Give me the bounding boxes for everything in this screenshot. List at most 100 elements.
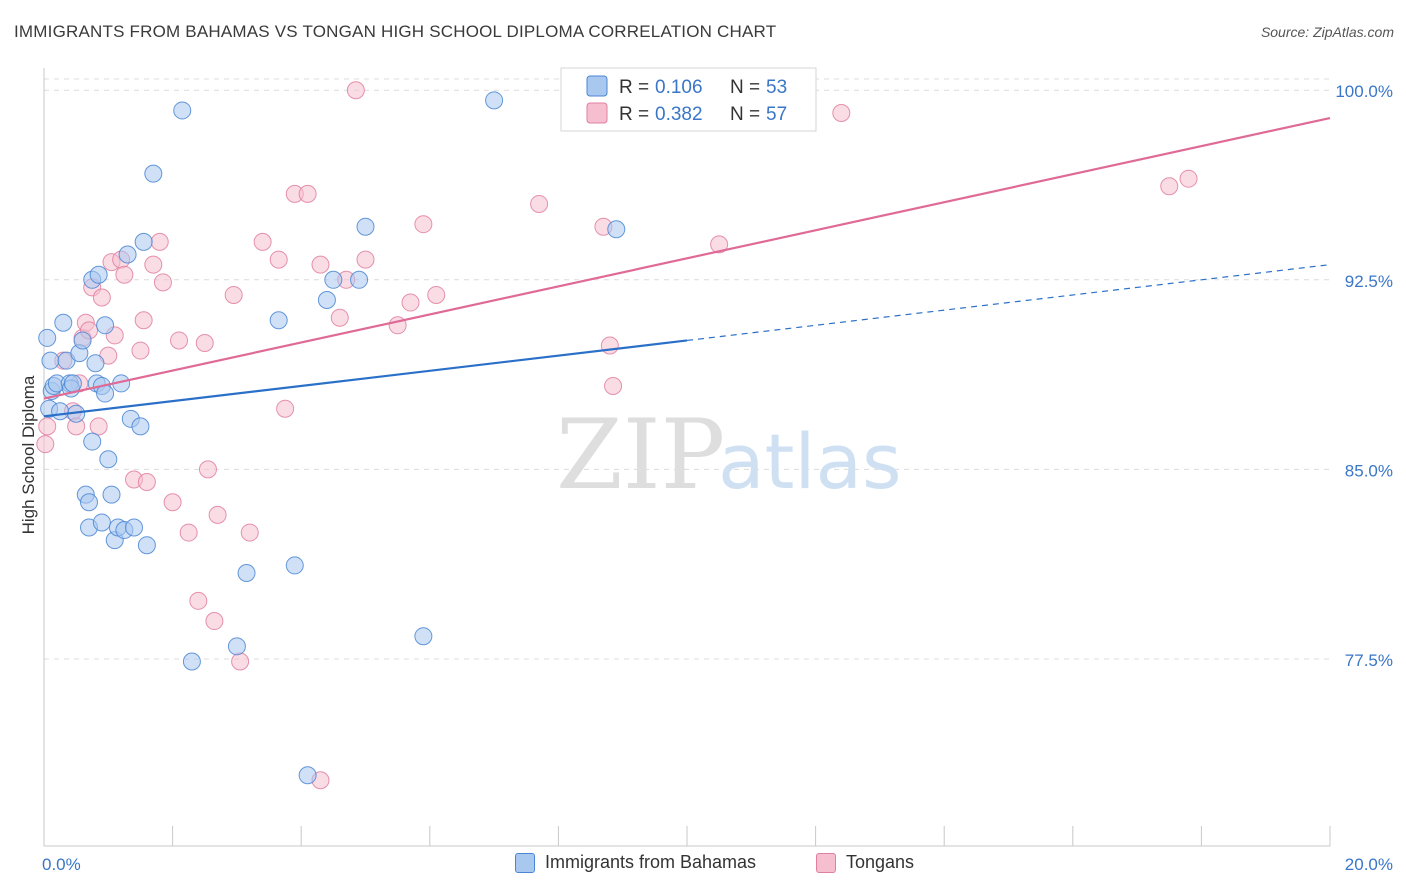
legend-swatch-bahamas-bottom [515, 852, 535, 873]
bahamas-point [63, 374, 82, 393]
legend-r-value-2: 0.382 [655, 104, 703, 125]
y-tick-label: 100.0% [1335, 82, 1393, 101]
tongans-point [269, 250, 288, 269]
bahamas-trend-line [43, 339, 688, 418]
y-tick-label: 85.0% [1345, 461, 1393, 480]
legend-n-value-1: 53 [766, 77, 787, 98]
data-points [36, 81, 1198, 790]
tick-labels: 77.5% 85.0% 92.5% 100.0% 0.0% 20.0% [42, 82, 1393, 874]
tongans-point [179, 523, 198, 542]
bahamas-point [92, 513, 111, 532]
bahamas-trend-extension [686, 264, 1331, 342]
tongans-point [153, 273, 172, 292]
source-label: Source: ZipAtlas.com [1260, 24, 1394, 40]
bahamas-point [356, 217, 375, 236]
tongans-point [231, 652, 250, 671]
bahamas-point [118, 245, 137, 264]
bahamas-point [607, 220, 626, 239]
watermark-zip: ZIP [556, 399, 725, 511]
bahamas-point [137, 536, 156, 555]
tongans-point [198, 460, 217, 479]
tongans-point [224, 285, 243, 304]
bahamas-point [227, 637, 246, 656]
tongans-point [189, 591, 208, 610]
bahamas-point [298, 766, 317, 785]
bahamas-point [485, 91, 504, 110]
bahamas-point [131, 417, 150, 436]
bahamas-point [86, 354, 105, 373]
tongans-point [1160, 177, 1179, 196]
tongans-point [36, 435, 55, 454]
tongans-point [38, 417, 57, 436]
tongans-point [134, 311, 153, 330]
legend-r-label-2: R = [619, 104, 649, 125]
legend-item-bahamas: Immigrants from Bahamas [515, 852, 756, 873]
bahamas-point [38, 328, 57, 347]
bahamas-point [54, 313, 73, 332]
bottom-legend: Immigrants from Bahamas Tongans [0, 852, 1406, 878]
tongans-point [1179, 169, 1198, 188]
legend-swatch-bahamas [586, 75, 608, 97]
bahamas-point [134, 232, 153, 251]
tongans-point [346, 81, 365, 100]
bahamas-point [80, 493, 99, 512]
legend-item-tongans: Tongans [816, 852, 914, 873]
tongans-point [530, 194, 549, 213]
y-tick-label: 77.5% [1345, 651, 1393, 670]
bahamas-point [125, 518, 144, 537]
tongans-point [311, 255, 330, 274]
tongans-point [710, 235, 729, 254]
correlation-legend: R = 0.106 N = 53 R = 0.382 N = 57 [560, 67, 817, 132]
tongans-point [240, 523, 259, 542]
bahamas-point [102, 485, 121, 504]
watermark: ZIP atlas [556, 399, 902, 511]
tongans-point [131, 341, 150, 360]
tongans-point [150, 232, 169, 251]
y-tick-label: 92.5% [1345, 272, 1393, 291]
tongans-point [115, 265, 134, 284]
x-tick-label: 20.0% [1345, 855, 1393, 874]
tongans-point [414, 215, 433, 234]
bahamas-point [182, 652, 201, 671]
legend-label-bahamas: Immigrants from Bahamas [545, 852, 757, 872]
tongans-point [600, 336, 619, 355]
tongans-point [330, 308, 349, 327]
tongans-point [298, 184, 317, 203]
y-axis-label: High School Diploma [19, 375, 38, 534]
tongans-point [356, 250, 375, 269]
legend-n-label-1: N = [730, 77, 760, 98]
legend-r-label-1: R = [619, 77, 649, 98]
bahamas-point [324, 270, 343, 289]
watermark-atlas: atlas [718, 417, 902, 506]
tongans-point [208, 505, 227, 524]
bahamas-point [414, 627, 433, 646]
tongans-point [427, 285, 446, 304]
x-tick-label: 0.0% [42, 855, 81, 874]
bahamas-point [99, 450, 118, 469]
tongans-point [137, 473, 156, 492]
trend-lines [43, 116, 1331, 418]
tongans-point [92, 288, 111, 307]
bahamas-point [83, 432, 102, 451]
tongans-point [604, 376, 623, 395]
tongans-point [253, 232, 272, 251]
bahamas-point [237, 564, 256, 583]
bahamas-point [144, 164, 163, 183]
bahamas-point [96, 316, 115, 335]
tongans-point [144, 255, 163, 274]
bahamas-point [317, 291, 336, 310]
legend-n-value-2: 57 [766, 104, 787, 125]
axes [43, 68, 1331, 847]
chart-title: IMMIGRANTS FROM BAHAMAS VS TONGAN HIGH S… [14, 22, 777, 41]
tongans-point [832, 103, 851, 122]
legend-r-value-1: 0.106 [655, 77, 703, 98]
tongans-point [205, 612, 224, 631]
legend-label-tongans: Tongans [846, 852, 915, 872]
tongans-trend-line [43, 116, 1331, 400]
bahamas-point [73, 331, 92, 350]
legend-swatch-tongans [586, 102, 608, 124]
legend-n-label-2: N = [730, 104, 760, 125]
grid-lines [44, 78, 1330, 660]
bahamas-point [51, 402, 70, 421]
